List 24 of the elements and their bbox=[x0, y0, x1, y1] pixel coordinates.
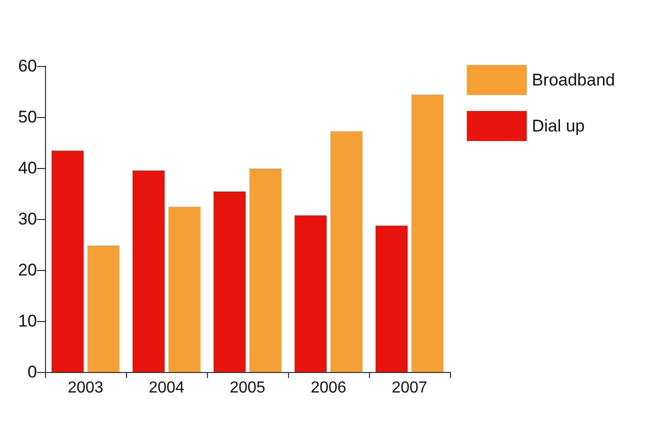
x-tick-label: 2005 bbox=[230, 380, 266, 396]
bar bbox=[249, 168, 282, 372]
x-tick-label: 2006 bbox=[310, 380, 346, 396]
legend-label: Broadband bbox=[532, 70, 616, 90]
x-tick-label: 2007 bbox=[392, 380, 428, 396]
bar bbox=[168, 206, 200, 372]
bar bbox=[294, 215, 327, 372]
bar bbox=[376, 226, 408, 372]
bar bbox=[330, 131, 362, 372]
x-tick-label: 2003 bbox=[68, 380, 104, 396]
bar bbox=[52, 150, 84, 372]
legend-label: Dial up bbox=[532, 116, 585, 136]
bar bbox=[411, 94, 444, 372]
bar bbox=[132, 170, 165, 372]
y-tick-label: 60 bbox=[18, 56, 37, 76]
x-tick-label: 2004 bbox=[148, 380, 184, 396]
bar bbox=[87, 246, 120, 372]
y-tick-label: 10 bbox=[18, 312, 37, 330]
y-tick-label: 20 bbox=[18, 260, 37, 280]
y-tick-label: 30 bbox=[18, 210, 37, 228]
y-tick-label: 50 bbox=[18, 108, 37, 126]
y-tick-label: 0 bbox=[28, 362, 37, 382]
bar bbox=[214, 191, 246, 372]
y-tick-label: 40 bbox=[18, 158, 37, 178]
